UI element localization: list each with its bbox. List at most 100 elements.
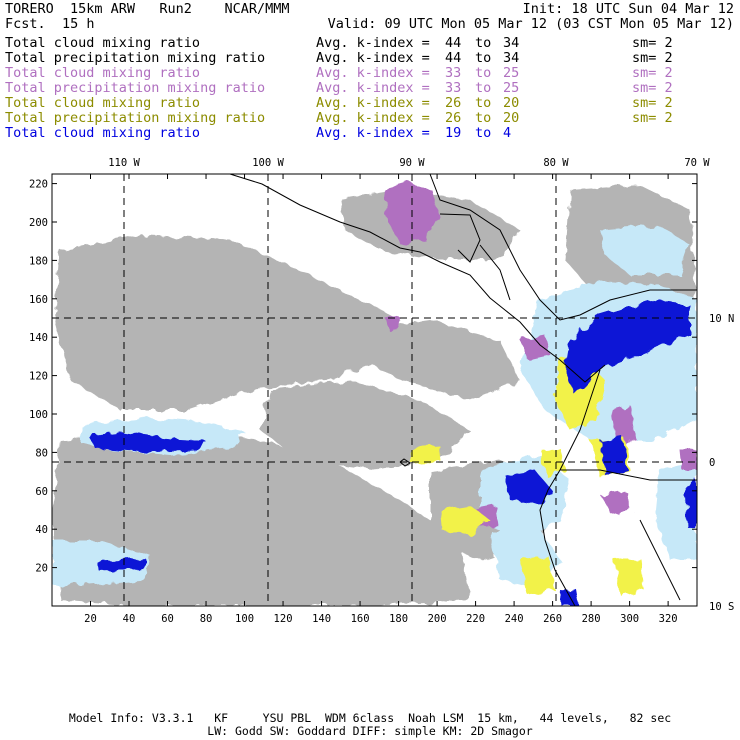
k-index-label: Avg. k-index = [316,65,430,81]
x-tick-label: 320 [659,613,678,625]
k-index-to-word: to [475,80,492,96]
y-tick-label: 180 [29,255,48,267]
cloud-region [55,235,400,410]
smoothing: sm= 2 [632,95,673,111]
y-tick-label: 40 [35,524,48,536]
y-tick-label: 200 [29,217,48,229]
precip-darkblue [600,436,628,476]
precip-yellow [440,505,490,535]
y-tick-label: 220 [29,179,48,191]
field-name: Total cloud mixing ratio [5,65,201,81]
cloud-lightblue [600,225,690,275]
smoothing: sm= 2 [632,110,673,126]
longitude-label: 90 W [399,157,425,169]
y-tick-label: 160 [29,294,48,306]
field-name: Total cloud mixing ratio [5,125,201,141]
k-index-to-word: to [475,65,492,81]
k-index-to: 34 [503,35,520,51]
k-index-label: Avg. k-index = [316,110,430,126]
precip-darkblue [95,558,145,572]
latitude-label: 0 [709,457,715,469]
country-border [439,213,481,263]
lat-lon-grid [52,174,697,606]
precip-darkblue [560,588,578,606]
longitude-label: 110 W [108,157,140,169]
x-tick-label: 120 [274,613,293,625]
south-america-coast [539,369,601,606]
k-index-to: 25 [503,65,520,81]
forecast-label: Fcst. [5,16,46,32]
x-tick-label: 40 [123,613,136,625]
smoothing: sm= 2 [632,50,673,66]
k-index-to-word: to [475,110,492,126]
k-index-label: Avg. k-index = [316,35,430,51]
field-name: Total cloud mixing ratio [5,35,201,51]
smoothing: sm= 2 [632,80,673,96]
k-index-to: 34 [503,50,520,66]
model-info-line2: LW: Godd SW: Goddard DIFF: simple KM: 2D… [207,724,533,738]
model-info-line1: Model Info: V3.3.1 KF YSU PBL WDM 6class… [68,711,672,725]
k-index-from: 44 [445,35,462,51]
k-index-to: 20 [503,110,520,126]
precip-darkblue [686,480,697,530]
k-index-to: 4 [503,125,512,141]
k-index-to-word: to [475,125,492,141]
forecast-hour: 15 h [62,16,95,32]
k-index-label: Avg. k-index = [316,95,430,111]
model-title: TORERO 15km ARW Run2 NCAR/MMM [5,1,290,17]
longitude-label: 80 W [543,157,569,169]
field-name: Total cloud mixing ratio [5,95,201,111]
y-tick-label: 80 [35,447,48,459]
k-index-from: 19 [445,125,462,141]
cloud-region [360,320,520,400]
country-border [479,244,511,301]
galapagos-islands [399,458,411,467]
x-tick-label: 260 [543,613,562,625]
k-index-to-word: to [475,35,492,51]
k-index-from: 44 [445,50,462,66]
precip-purple [520,335,550,360]
k-index-from: 26 [445,95,462,111]
x-tick-label: 80 [200,613,213,625]
init-time: Init: 18 UTC Sun 04 Mar 12 [522,1,734,17]
precip-purple [385,315,400,330]
y-tick-label: 140 [29,332,48,344]
precip-darkblue [505,470,552,505]
smoothing: sm= 2 [632,65,673,81]
central-america-pacific-coast [229,174,606,383]
precip-yellow [615,558,644,595]
precip-yellow [410,446,442,464]
x-tick-label: 60 [161,613,174,625]
latitude-label: 10 N [709,313,734,325]
k-index-to: 20 [503,95,520,111]
x-tick-label: 300 [620,613,639,625]
y-tick-label: 20 [35,563,48,575]
precip-purple [680,448,697,470]
cloud-region [52,430,470,606]
longitude-label: 100 W [252,157,284,169]
x-tick-label: 200 [428,613,447,625]
x-tick-label: 280 [582,613,601,625]
latitude-label: 10 S [709,601,734,613]
k-index-to: 25 [503,80,520,96]
k-index-from: 33 [445,65,462,81]
k-index-to-word: to [475,95,492,111]
precipitation-fields [52,183,697,606]
precip-darkblue [565,300,690,395]
field-name: Total precipitation mixing ratio [5,110,266,126]
country-border [560,469,697,481]
k-index-from: 26 [445,110,462,126]
precip-yellow [540,448,566,476]
caribbean-coast [429,174,697,321]
precip-yellow [520,556,555,595]
x-tick-label: 140 [312,613,331,625]
precip-purple [600,490,632,515]
x-tick-label: 180 [389,613,408,625]
y-tick-label: 120 [29,371,48,383]
plot-frame [51,173,698,607]
y-tick-label: 100 [29,409,48,421]
axes: 20 40 60 80 100 120 140 160 180 200 220 240 260 280 30… [29,157,734,625]
x-tick-label: 240 [505,613,524,625]
field-name: Total precipitation mixing ratio [5,50,266,66]
